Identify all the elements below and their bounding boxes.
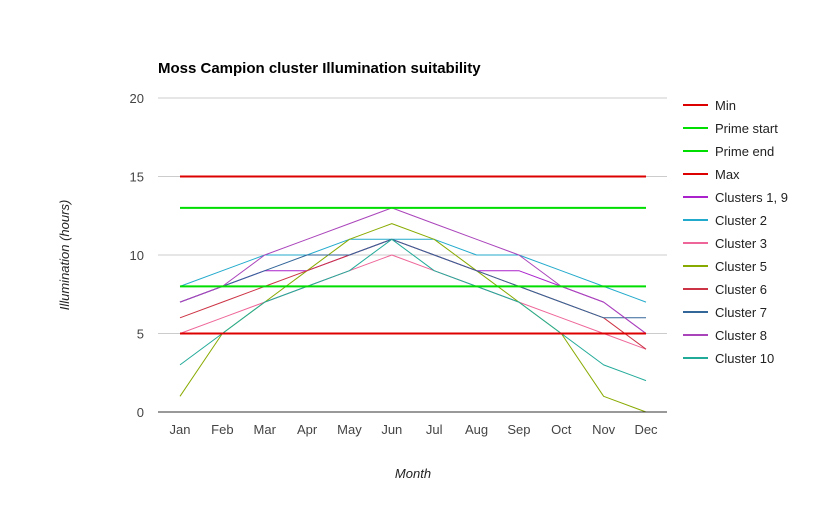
legend-label: Cluster 5	[715, 259, 767, 274]
legend-label: Cluster 7	[715, 305, 767, 320]
y-tick-label: 5	[137, 327, 144, 342]
legend-label: Cluster 3	[715, 236, 767, 251]
legend-label: Cluster 6	[715, 282, 767, 297]
y-tick-label: 10	[130, 248, 144, 263]
legend-label: Prime end	[715, 144, 774, 159]
legend-label: Clusters 1, 9	[715, 190, 788, 205]
legend-label: Cluster 10	[715, 351, 774, 366]
series-line	[179, 238, 646, 319]
y-tick-labels: 0 5 10 15 20	[130, 91, 144, 420]
y-tick-label: 0	[137, 405, 144, 420]
x-axis-title: Month	[395, 466, 431, 481]
x-tick-label: Oct	[551, 422, 572, 437]
legend-label: Max	[715, 167, 740, 182]
x-tick-label: Apr	[297, 422, 318, 437]
x-tick-label: May	[337, 422, 362, 437]
legend: Min Prime start Prime end Max Clusters 1, 9 C…	[683, 98, 788, 366]
x-tick-label: Sep	[507, 422, 530, 437]
legend-label: Min	[715, 98, 736, 113]
legend-label: Cluster 2	[715, 213, 767, 228]
x-tick-label: Jul	[426, 422, 443, 437]
y-axis-title: Illumination (hours)	[57, 200, 72, 311]
x-tick-label: Nov	[592, 422, 616, 437]
series-line	[179, 238, 647, 382]
y-tick-label: 20	[130, 91, 144, 106]
x-tick-label: Jan	[170, 422, 191, 437]
x-tick-label: Jun	[381, 422, 402, 437]
x-tick-label: Mar	[254, 422, 277, 437]
series-line	[179, 254, 647, 350]
legend-label: Prime start	[715, 121, 778, 136]
y-tick-label: 15	[130, 170, 144, 185]
series-line	[179, 238, 647, 303]
x-tick-label: Dec	[634, 422, 658, 437]
series-line	[179, 207, 647, 334]
x-tick-label: Aug	[465, 422, 488, 437]
chart-title: Moss Campion cluster Illumination suitab…	[158, 60, 481, 77]
legend-label: Cluster 8	[715, 328, 767, 343]
series-lines	[179, 175, 647, 413]
x-tick-labels: Jan Feb Mar Apr May Jun Jul Aug Sep Oct Nov Dec	[170, 422, 659, 437]
x-tick-label: Feb	[211, 422, 233, 437]
